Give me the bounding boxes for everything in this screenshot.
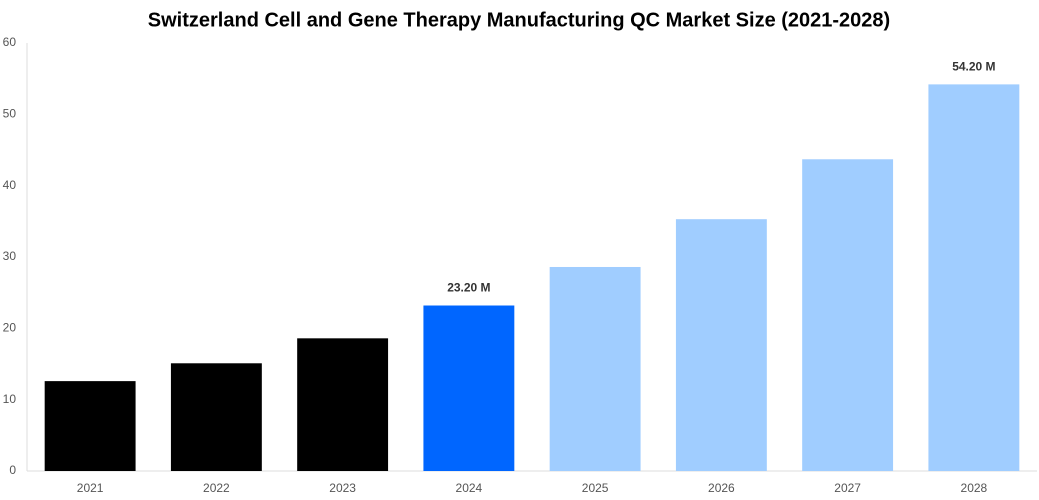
y-tick-label: 30 xyxy=(3,249,17,263)
chart-title: Switzerland Cell and Gene Therapy Manufa… xyxy=(148,9,890,31)
y-tick-label: 60 xyxy=(3,35,17,49)
x-tick-label: 2026 xyxy=(708,481,735,495)
bar xyxy=(802,159,894,472)
y-tick-label: 0 xyxy=(9,463,16,477)
bar xyxy=(549,266,641,471)
y-tick-label: 50 xyxy=(3,107,17,121)
x-tick-label: 2025 xyxy=(582,481,609,495)
value-label: 54.20 M xyxy=(952,60,995,74)
bar xyxy=(297,338,389,471)
y-tick-label: 40 xyxy=(3,178,17,192)
x-tick-label: 2022 xyxy=(203,481,230,495)
y-tick-label: 10 xyxy=(3,392,17,406)
bar xyxy=(928,84,1020,471)
value-label: 23.20 M xyxy=(447,281,490,295)
y-tick-label: 20 xyxy=(3,321,17,335)
x-tick-label: 2023 xyxy=(329,481,356,495)
bar xyxy=(423,305,515,471)
x-tick-label: 2028 xyxy=(961,481,988,495)
x-tick-label: 2021 xyxy=(77,481,104,495)
x-tick-label: 2024 xyxy=(456,481,483,495)
bar xyxy=(44,381,136,471)
bar xyxy=(170,363,262,471)
bar xyxy=(675,219,767,471)
x-tick-label: 2027 xyxy=(834,481,861,495)
